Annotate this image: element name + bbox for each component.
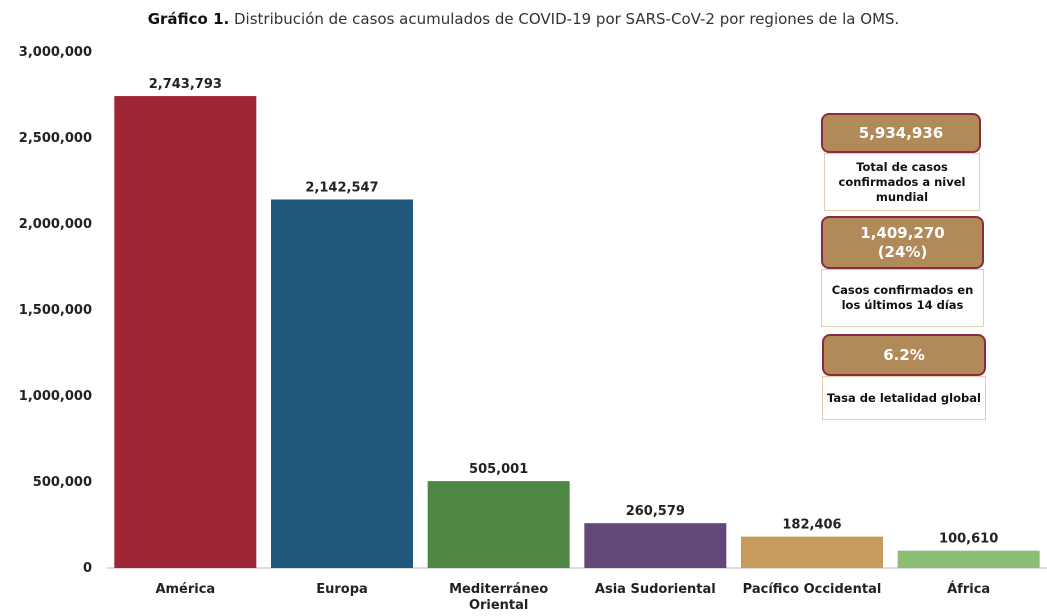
- x-tick-label: Europa: [316, 582, 368, 597]
- kpi-recent-cases-value-line1: 1,409,270: [860, 223, 945, 242]
- y-tick-label: 2,000,000: [19, 217, 92, 232]
- kpi-recent-cases-value-line2: (24%): [877, 242, 928, 261]
- y-tick-label: 0: [83, 561, 92, 576]
- bar: [584, 523, 727, 568]
- kpi-total-cases-label: Total de casos confirmados a nivel mundi…: [824, 153, 980, 211]
- data-label: 182,406: [782, 518, 841, 533]
- chart-title-label: Gráfico 1.: [147, 10, 230, 28]
- data-label: 260,579: [626, 504, 685, 519]
- x-tick-label: Pacífico Occidental: [743, 582, 882, 597]
- x-tick-label: Mediterráneo: [449, 582, 548, 597]
- bar: [427, 481, 570, 568]
- y-tick-label: 1,000,000: [19, 389, 92, 404]
- chart-title: Gráfico 1. Distribución de casos acumula…: [0, 10, 1047, 28]
- data-label: 2,743,793: [149, 77, 222, 92]
- y-tick-label: 1,500,000: [19, 303, 92, 318]
- x-tick-label: América: [155, 582, 215, 597]
- x-tick-label: Asia Sudoriental: [595, 582, 716, 597]
- y-tick-label: 3,000,000: [19, 45, 92, 60]
- kpi-recent-cases-value: 1,409,270 (24%): [821, 216, 984, 269]
- kpi-fatality-rate-label: Tasa de letalidad global: [822, 376, 986, 420]
- data-label: 505,001: [469, 462, 528, 477]
- kpi-fatality-rate-value-text: 6.2%: [883, 345, 925, 364]
- data-label: 100,610: [939, 532, 998, 547]
- kpi-recent-cases-label: Casos confirmados en los últimos 14 días: [821, 269, 984, 327]
- y-tick-label: 2,500,000: [19, 131, 92, 146]
- x-tick-label: Oriental: [469, 598, 528, 613]
- bar: [897, 550, 1040, 568]
- data-label: 2,142,547: [305, 180, 378, 195]
- kpi-total-cases-value-text: 5,934,936: [858, 123, 944, 142]
- bar: [271, 199, 413, 568]
- kpi-fatality-rate-value: 6.2%: [822, 334, 986, 376]
- x-tick-label: África: [947, 581, 990, 597]
- chart-title-text: Distribución de casos acumulados de COVI…: [234, 10, 900, 28]
- bar: [741, 536, 883, 568]
- y-tick-label: 500,000: [33, 475, 92, 490]
- bar: [114, 96, 257, 569]
- kpi-total-cases-value: 5,934,936: [821, 113, 981, 153]
